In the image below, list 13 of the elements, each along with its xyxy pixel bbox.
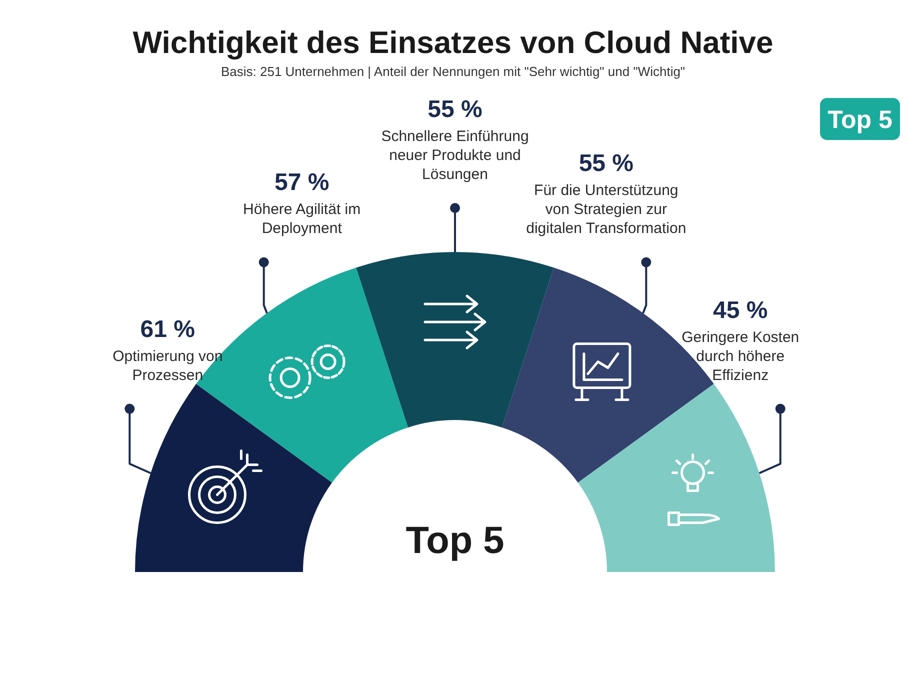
text: Wichtigkeit des Einsatzes von Cloud Native [132, 25, 774, 60]
category-label: Geringere Kosten durch höhere Effizienz [682, 328, 800, 384]
data-label: 45 % [713, 296, 768, 324]
data-label: 57 % [274, 169, 330, 196]
text: Top 5 [406, 520, 504, 562]
text: Top 5 [828, 106, 892, 134]
text: Basis: 251 Unternehmen | Anteil der Nennungen mit "Sehr wichtig" und "Wichtig" [220, 64, 686, 79]
category-label: Höhere Agilität im Deployment [243, 201, 361, 238]
data-label: 55 % [578, 150, 634, 178]
data-label: 55 % [428, 96, 482, 123]
data-label: 61 % [140, 316, 195, 343]
category-label: Für die Unterstützung von Strategien zur digitalen Transformation [526, 182, 686, 238]
category-label: Schnellere Einführung neuer Produkte und Lösungen [381, 128, 529, 183]
